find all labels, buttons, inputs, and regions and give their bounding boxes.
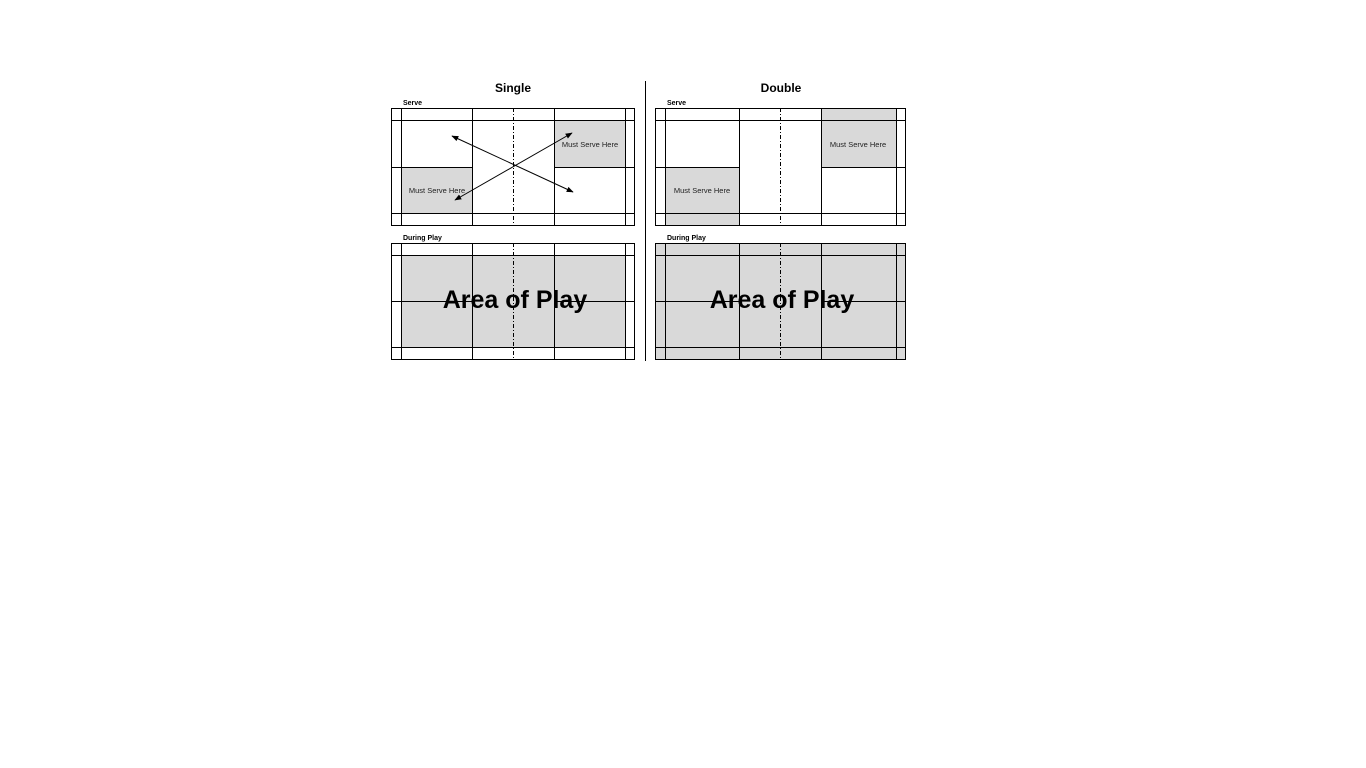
single-play-label: During Play bbox=[403, 235, 442, 242]
serve-arrow-to-top-left bbox=[451, 135, 574, 193]
single-serve-court bbox=[391, 108, 635, 226]
double-area-of-play-text: Area of Play bbox=[710, 286, 855, 314]
double-heading: Double bbox=[761, 81, 802, 95]
single-serve-label: Serve bbox=[403, 100, 422, 107]
single-play-court bbox=[391, 243, 635, 360]
double-serve-box-bottom-left-label: Must Serve Here bbox=[674, 186, 730, 195]
single-area-of-play-text: Area of Play bbox=[443, 286, 588, 314]
double-play-label: During Play bbox=[667, 235, 706, 242]
double-serve-court bbox=[655, 108, 906, 226]
single-serve-box-top-right-label: Must Serve Here bbox=[562, 140, 618, 149]
single-serve-box-bottom-left-label: Must Serve Here bbox=[409, 186, 465, 195]
double-serve-label: Serve bbox=[667, 100, 686, 107]
double-serve-box-top-right bbox=[821, 108, 896, 167]
double-play-court bbox=[655, 243, 906, 360]
single-heading: Single bbox=[495, 81, 531, 95]
double-serve-box-top-right-label: Must Serve Here bbox=[830, 140, 886, 149]
double-serve-box-bottom-left bbox=[665, 167, 739, 226]
